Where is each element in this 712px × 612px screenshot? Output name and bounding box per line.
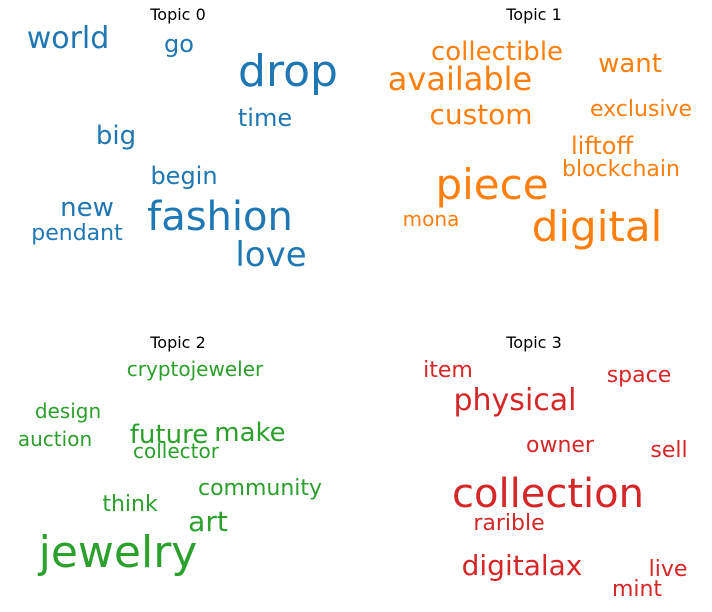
word-available: available [388,60,532,98]
word-mint: mint [612,577,662,602]
word-go: go [164,30,194,58]
word-physical: physical [454,383,577,418]
word-pendant: pendant [31,221,123,246]
word-community: community [198,476,322,501]
word-liftoff: liftoff [571,132,633,160]
word-future: future [130,420,208,450]
word-world: world [27,21,110,56]
word-cryptojeweler: cryptojeweler [127,357,264,381]
word-owner: owner [526,433,595,458]
word-blockchain: blockchain [562,157,680,182]
panel-title: Topic 3 [505,333,562,352]
word-want: want [598,49,662,79]
word-space: space [607,363,672,388]
word-jewelry: jewelry [38,527,198,578]
word-sell: sell [650,438,687,463]
word-fashion: fashion [147,194,293,240]
word-item: item [423,358,473,383]
word-big: big [96,121,136,151]
word-exclusive: exclusive [590,97,692,122]
word-drop: drop [238,46,338,97]
panel-title: Topic 0 [149,5,206,24]
word-mona: mona [403,207,460,231]
word-collector: collector [133,439,220,463]
word-begin: begin [150,162,217,190]
word-rarible: rarible [473,511,544,536]
word-make: make [214,418,285,448]
word-digitalax: digitalax [462,549,583,582]
word-design: design [35,399,101,423]
word-new: new [60,193,114,223]
word-time: time [238,104,292,132]
panel-title: Topic 1 [505,5,562,24]
panel-topic-3: Topic 3 collection physical digitalax space… [423,333,687,602]
word-custom: custom [429,98,532,131]
word-love: love [235,235,306,275]
word-live: live [649,557,688,582]
word-think: think [102,492,158,517]
word-collectible: collectible [431,37,563,67]
word-art: art [188,505,228,538]
word-digital: digital [532,202,663,251]
panel-title: Topic 2 [149,333,206,352]
word-piece: piece [435,160,548,209]
word-auction: auction [18,427,92,451]
word-collection: collection [452,471,644,517]
